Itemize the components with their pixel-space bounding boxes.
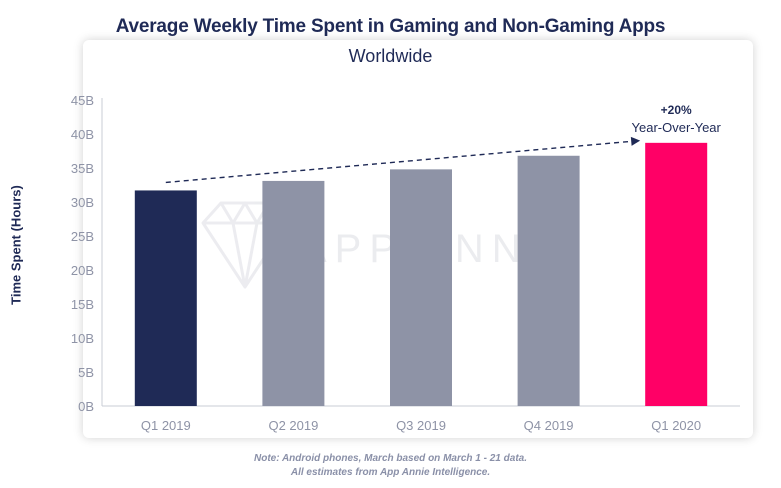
y-tick-label: 20B — [71, 263, 94, 278]
chart-subtitle: Worldwide — [348, 46, 433, 66]
chart-title: Average Weekly Time Spent in Gaming and … — [115, 16, 666, 37]
trend-arrow-head — [630, 136, 641, 146]
y-tick-label: 10B — [71, 331, 94, 346]
bar — [517, 155, 580, 406]
y-tick-label: 0B — [78, 399, 94, 414]
y-tick-label: 40B — [71, 127, 94, 142]
x-tick-label: Q4 2019 — [524, 418, 574, 433]
footnote: Note: Android phones, March based on Mar… — [0, 452, 781, 480]
y-tick-label: 5B — [78, 365, 94, 380]
trend-arrow-line — [165, 140, 638, 184]
footnote-line-2: All estimates from App Annie Intelligenc… — [290, 467, 491, 478]
bar — [134, 190, 197, 406]
y-tick-label: 15B — [71, 297, 94, 312]
bar — [390, 169, 452, 406]
y-tick-label: 25B — [71, 229, 94, 244]
bar — [645, 142, 708, 406]
bar — [262, 180, 325, 406]
x-tick-label: Q3 2019 — [396, 418, 446, 433]
x-tick-label: Q1 2020 — [651, 418, 701, 433]
x-tick-label: Q2 2019 — [268, 418, 318, 433]
x-tick-label: Q1 2019 — [141, 418, 191, 433]
annotation-label: Year-Over-Year — [632, 120, 722, 135]
y-tick-label: 35B — [71, 161, 94, 176]
annotation-value: +20% — [661, 103, 692, 117]
footnote-line-1: Note: Android phones, March based on Mar… — [253, 453, 527, 464]
y-tick-label: 45B — [71, 93, 94, 108]
y-tick-label: 30B — [71, 195, 94, 210]
